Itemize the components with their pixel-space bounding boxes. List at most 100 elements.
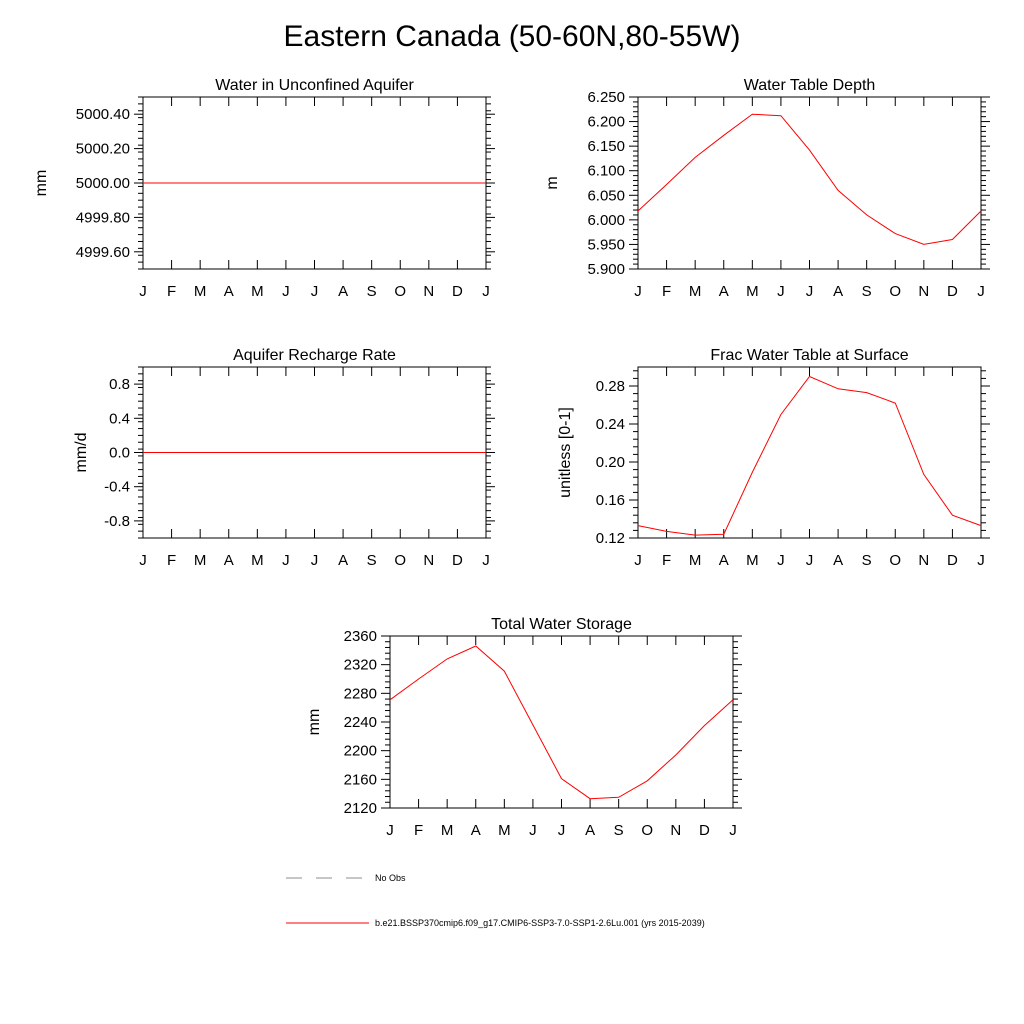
x-tick-label: D	[699, 822, 710, 839]
y-tick-label: 0.12	[596, 530, 625, 547]
x-tick-label: J	[634, 552, 642, 569]
x-tick-label: N	[918, 552, 929, 569]
y-tick-label: 6.050	[587, 187, 625, 204]
legend-label: b.e21.BSSP370cmip6.f09_g17.CMIP6-SSP3-7.…	[375, 918, 705, 928]
x-tick-label: F	[662, 283, 671, 300]
x-tick-label: N	[423, 552, 434, 569]
x-tick-label: M	[746, 283, 759, 300]
y-tick-label: 0.28	[596, 378, 625, 395]
y-tick-label: 2360	[344, 628, 377, 645]
y-tick-label: 2280	[344, 685, 377, 702]
x-tick-label: S	[862, 283, 872, 300]
x-tick-label: J	[311, 552, 319, 569]
y-tick-label: 5000.00	[76, 175, 130, 192]
x-tick-label: J	[977, 283, 985, 300]
panel-title: Frac Water Table at Surface	[710, 347, 908, 364]
x-tick-label: S	[367, 552, 377, 569]
y-tick-label: 0.24	[596, 416, 625, 433]
panel-title: Water in Unconfined Aquifer	[215, 77, 414, 94]
y-tick-label: 0.0	[109, 445, 130, 462]
series-line	[637, 113, 982, 245]
x-tick-label: J	[139, 552, 147, 569]
y-axis-label: unitless [0-1]	[557, 407, 574, 498]
y-tick-label: -0.4	[104, 479, 130, 496]
x-tick-label: O	[889, 552, 901, 569]
x-tick-label: J	[311, 283, 319, 300]
y-tick-label: 6.100	[587, 163, 625, 180]
y-tick-label: 5.950	[587, 236, 625, 253]
x-tick-label: J	[977, 552, 985, 569]
series-line	[389, 645, 734, 800]
x-tick-label: A	[224, 283, 234, 300]
x-tick-label: J	[558, 822, 566, 839]
x-tick-label: S	[614, 822, 624, 839]
y-tick-label: 2200	[344, 743, 377, 760]
plot-frame	[637, 366, 982, 539]
y-axis-label: mm	[33, 170, 50, 197]
x-tick-label: J	[806, 283, 814, 300]
legend-item: No Obs	[286, 873, 406, 883]
x-tick-label: J	[482, 283, 490, 300]
x-tick-label: J	[777, 283, 785, 300]
x-tick-label: J	[482, 552, 490, 569]
x-tick-label: M	[689, 552, 702, 569]
x-tick-label: J	[139, 283, 147, 300]
y-axis-label: m	[544, 176, 561, 189]
x-tick-label: N	[918, 283, 929, 300]
x-tick-label: A	[224, 552, 234, 569]
y-axis-label: mm	[306, 709, 323, 736]
main-title: Eastern Canada (50-60N,80-55W)	[283, 20, 741, 53]
x-tick-label: F	[167, 283, 176, 300]
x-tick-label: S	[862, 552, 872, 569]
legend: No Obs b.e21.BSSP370cmip6.f09_g17.CMIP6-S…	[286, 873, 705, 928]
y-tick-label: 5000.20	[76, 141, 130, 158]
x-tick-label: N	[423, 283, 434, 300]
y-tick-label: 2320	[344, 657, 377, 674]
x-tick-label: J	[386, 822, 394, 839]
x-tick-label: J	[529, 822, 537, 839]
x-tick-label: J	[634, 283, 642, 300]
x-tick-label: S	[367, 283, 377, 300]
x-tick-label: F	[662, 552, 671, 569]
panel-title: Water Table Depth	[744, 77, 876, 94]
x-tick-label: A	[719, 283, 729, 300]
y-tick-label: -0.8	[104, 513, 130, 530]
x-tick-label: M	[498, 822, 511, 839]
x-tick-label: D	[452, 552, 463, 569]
x-tick-label: D	[452, 283, 463, 300]
plot-frame	[389, 635, 734, 809]
x-tick-label: J	[777, 552, 785, 569]
y-tick-label: 0.20	[596, 454, 625, 471]
x-tick-label: O	[889, 283, 901, 300]
x-tick-label: M	[251, 552, 264, 569]
x-tick-label: A	[471, 822, 481, 839]
x-tick-label: A	[833, 552, 843, 569]
y-tick-label: 2240	[344, 714, 377, 731]
y-tick-label: 6.200	[587, 114, 625, 131]
legend-item: b.e21.BSSP370cmip6.f09_g17.CMIP6-SSP3-7.…	[286, 918, 705, 928]
y-tick-label: 0.16	[596, 492, 625, 509]
y-tick-label: 5000.40	[76, 106, 130, 123]
x-tick-label: A	[833, 283, 843, 300]
y-tick-label: 4999.60	[76, 244, 130, 261]
y-tick-label: 6.150	[587, 138, 625, 155]
x-tick-label: J	[282, 283, 290, 300]
x-tick-label: J	[282, 552, 290, 569]
x-tick-label: A	[338, 283, 348, 300]
legend-label: No Obs	[375, 873, 406, 883]
x-tick-label: J	[806, 552, 814, 569]
x-tick-label: D	[947, 283, 958, 300]
x-tick-label: A	[338, 552, 348, 569]
y-tick-label: 6.250	[587, 89, 625, 106]
series-line	[637, 375, 982, 536]
x-tick-label: M	[194, 552, 207, 569]
y-tick-label: 0.8	[109, 376, 130, 393]
x-tick-label: N	[670, 822, 681, 839]
x-tick-label: A	[719, 552, 729, 569]
x-tick-label: F	[414, 822, 423, 839]
x-tick-label: M	[194, 283, 207, 300]
